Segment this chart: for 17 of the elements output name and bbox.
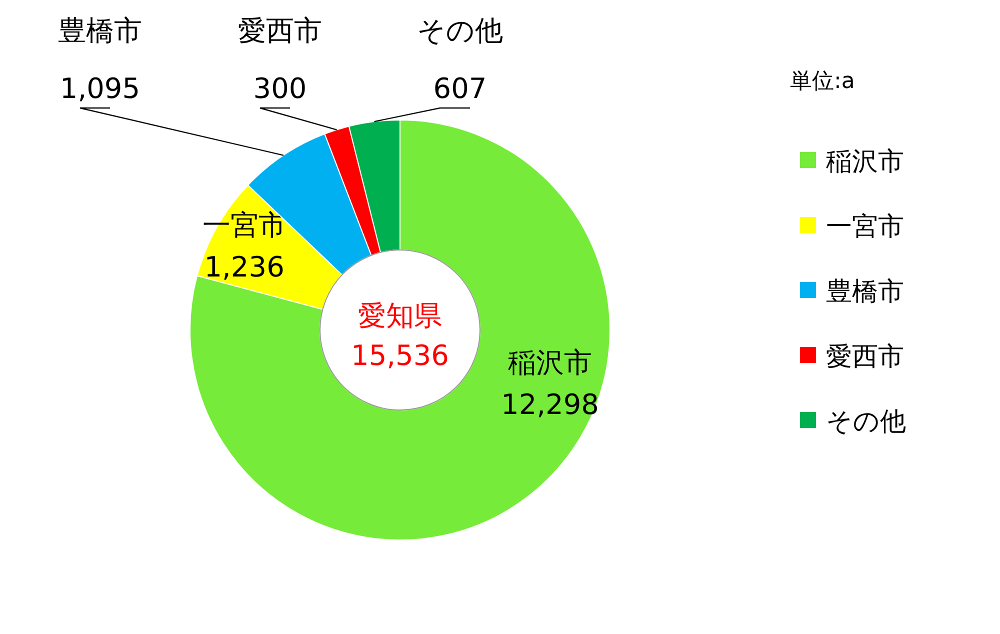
data-label: 607 — [433, 72, 487, 105]
data-label: 300 — [253, 72, 307, 105]
legend-label: その他 — [826, 407, 906, 437]
data-label: 1,095 — [60, 72, 140, 105]
legend-label: 一宮市 — [826, 212, 904, 242]
slice-label: 稲沢市 — [508, 346, 592, 379]
text: 15,536 — [351, 339, 449, 372]
slice-label: 豊橋市 — [58, 14, 142, 47]
legend-label: 豊橋市 — [826, 277, 904, 307]
legend-label: 稲沢市 — [826, 147, 904, 177]
slice-label: その他 — [417, 14, 503, 47]
data-label: 12,298 — [501, 388, 599, 421]
legend-label: 愛西市 — [826, 342, 904, 372]
text: 単位:a — [790, 69, 855, 94]
text: 愛知県 — [358, 299, 442, 332]
slice-label: 愛西市 — [238, 14, 322, 47]
data-label: 1,236 — [204, 250, 284, 284]
